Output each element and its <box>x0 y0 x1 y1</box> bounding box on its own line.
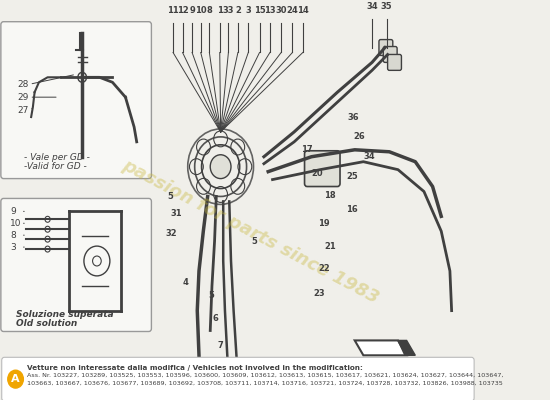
Text: 6: 6 <box>212 314 218 323</box>
Text: 3: 3 <box>245 6 251 15</box>
Text: 35: 35 <box>381 2 393 11</box>
Text: 22: 22 <box>318 264 330 274</box>
Circle shape <box>45 246 50 252</box>
Text: 19: 19 <box>318 219 330 228</box>
Text: 27: 27 <box>17 106 29 114</box>
Text: 30: 30 <box>276 6 287 15</box>
Text: 15: 15 <box>254 6 266 15</box>
Text: -Valid for GD -: -Valid for GD - <box>24 162 87 171</box>
Text: 18: 18 <box>324 191 336 200</box>
Text: 16: 16 <box>346 205 358 214</box>
Circle shape <box>8 370 23 388</box>
Text: 8: 8 <box>10 231 16 240</box>
FancyBboxPatch shape <box>305 151 340 186</box>
Text: 32: 32 <box>166 229 177 238</box>
Text: 34: 34 <box>364 152 375 161</box>
Text: 12: 12 <box>177 6 189 15</box>
Text: 28: 28 <box>17 80 29 89</box>
Circle shape <box>45 236 50 242</box>
Text: 9: 9 <box>189 6 195 15</box>
Text: 24: 24 <box>287 6 298 15</box>
Text: 2: 2 <box>235 6 241 15</box>
Polygon shape <box>398 340 415 355</box>
Text: passion for parts since 1983: passion for parts since 1983 <box>119 156 382 307</box>
Text: 33: 33 <box>223 6 234 15</box>
Text: 10: 10 <box>195 6 207 15</box>
Text: 10: 10 <box>10 219 22 228</box>
Text: 5: 5 <box>167 192 173 201</box>
Text: 103663, 103667, 103676, 103677, 103689, 103692, 103708, 103711, 103714, 103716, : 103663, 103667, 103676, 103677, 103689, … <box>27 381 503 386</box>
Text: Soluzione superata: Soluzione superata <box>15 310 113 318</box>
FancyBboxPatch shape <box>2 357 474 400</box>
Text: 5: 5 <box>208 291 214 300</box>
Text: 3: 3 <box>10 242 16 252</box>
Text: 36: 36 <box>348 112 360 122</box>
Text: 25: 25 <box>346 172 358 181</box>
Text: Old solution: Old solution <box>15 318 77 328</box>
Text: Ass. Nr. 103227, 103289, 103525, 103553, 103596, 103600, 103609, 103612, 103613,: Ass. Nr. 103227, 103289, 103525, 103553,… <box>27 373 503 378</box>
Text: 21: 21 <box>324 242 336 251</box>
Text: - Vale per GD -: - Vale per GD - <box>24 153 90 162</box>
Text: 1: 1 <box>217 6 223 15</box>
Polygon shape <box>355 340 406 355</box>
Text: 17: 17 <box>301 145 313 154</box>
Text: 29: 29 <box>17 93 29 102</box>
Text: 9: 9 <box>10 207 16 216</box>
Text: Vetture non interessate dalla modifica / Vehicles not involved in the modificati: Vetture non interessate dalla modifica /… <box>27 365 362 371</box>
Text: 8: 8 <box>206 6 212 15</box>
FancyBboxPatch shape <box>1 22 151 178</box>
Text: 26: 26 <box>353 132 365 141</box>
Text: 5: 5 <box>251 237 257 246</box>
Circle shape <box>210 155 231 178</box>
FancyBboxPatch shape <box>388 54 402 70</box>
Text: 7: 7 <box>217 341 223 350</box>
Text: 20: 20 <box>311 169 323 178</box>
FancyBboxPatch shape <box>379 40 393 56</box>
Text: 4: 4 <box>183 278 189 287</box>
Text: 23: 23 <box>313 289 325 298</box>
Text: 31: 31 <box>170 209 182 218</box>
Text: 34: 34 <box>366 2 378 11</box>
FancyBboxPatch shape <box>383 46 397 62</box>
Circle shape <box>45 216 50 222</box>
Circle shape <box>45 226 50 232</box>
Text: A: A <box>11 374 20 384</box>
Text: 13: 13 <box>264 6 276 15</box>
Text: 14: 14 <box>297 6 309 15</box>
FancyBboxPatch shape <box>1 198 151 332</box>
Text: 11: 11 <box>167 6 179 15</box>
